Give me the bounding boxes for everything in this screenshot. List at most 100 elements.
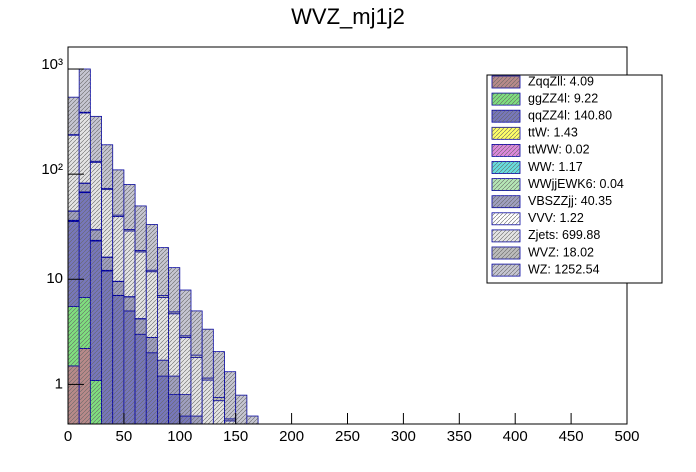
x-tick-label: 100 [167, 428, 192, 445]
legend-label: ttWW: 0.02 [528, 143, 590, 157]
bar-segment [168, 394, 181, 424]
legend-hatch [492, 212, 520, 225]
bar-segment [157, 247, 170, 296]
legend-label: ZqqZll: 4.09 [528, 74, 594, 88]
bar-segment [179, 289, 192, 337]
legend-hatch [492, 93, 520, 106]
bar-segment [78, 182, 91, 193]
bar-segment [235, 394, 248, 424]
legend-hatch [492, 110, 520, 123]
x-tick-label: 450 [559, 428, 584, 445]
bar-segment [123, 296, 136, 312]
legend-label: ttW: 1.43 [528, 126, 578, 140]
bar-segment [89, 380, 102, 424]
bar-segment [68, 221, 80, 307]
bar-segment [134, 318, 147, 335]
bar-segment [179, 394, 192, 417]
y-tick-label: 1 [55, 375, 63, 392]
bar-segment [212, 351, 225, 398]
bar-segment [212, 400, 225, 424]
bar-segment [89, 229, 102, 241]
bar-segment [134, 205, 147, 251]
x-tick-label: 150 [223, 428, 248, 445]
bar-segment [112, 216, 125, 282]
bar-segment [145, 271, 158, 338]
bar-segment [157, 359, 170, 377]
legend-hatch [492, 144, 520, 157]
plot-area [68, 68, 259, 424]
bar-segment [101, 144, 114, 189]
legend-hatch [492, 76, 520, 88]
bar-segment [78, 68, 91, 113]
y-tick-label: 10² [41, 161, 63, 178]
chart-title: WVZ_mj1j2 [291, 4, 405, 29]
bar-segment [134, 251, 147, 319]
legend-label: WZ: 1252.54 [528, 262, 600, 276]
legend-label: WVZ: 18.02 [528, 245, 594, 259]
legend-hatch [492, 127, 520, 140]
bar-segment [68, 306, 80, 367]
bar-segment [224, 420, 237, 424]
bar-segment [101, 256, 114, 271]
x-tick-label: 500 [614, 428, 639, 445]
y-tick-label: 10 [46, 270, 63, 287]
legend-hatch [492, 264, 520, 277]
bar-segment [101, 270, 114, 424]
bar-segment [246, 415, 259, 424]
legend-label: ggZZ4l: 9.22 [528, 91, 598, 105]
x-tick-label: 400 [503, 428, 528, 445]
x-tick-label: 50 [116, 428, 133, 445]
legend-label: VBSZZjj: 40.35 [528, 194, 612, 208]
legend-label: Zjets: 699.88 [528, 228, 600, 242]
legend-hatch [492, 195, 520, 208]
y-tick-label: 10³ [41, 56, 63, 73]
bar-segment [157, 297, 170, 361]
bar-segment [134, 333, 147, 424]
bar-segment [224, 371, 237, 420]
x-tick-label: 300 [391, 428, 416, 445]
bar-segment [168, 267, 181, 313]
bar-segment [68, 134, 80, 212]
bar-segment [112, 295, 125, 424]
bar-segment [123, 310, 136, 424]
x-tick-label: 350 [447, 428, 472, 445]
bar-segment [168, 375, 181, 395]
bar-segment [101, 189, 114, 258]
bar-segment [179, 336, 192, 395]
bar-segment [123, 184, 136, 230]
legend-hatch [492, 161, 520, 174]
x-tick-label: 200 [279, 428, 304, 445]
bar-segment [68, 365, 80, 424]
bar-segment [168, 313, 181, 377]
bar-segment [68, 96, 80, 136]
bar-segment [123, 230, 136, 298]
legend-hatch [492, 178, 520, 191]
legend-hatch [492, 229, 520, 242]
bar-segment [89, 161, 102, 230]
legend-label: WWjjEWK6: 0.04 [528, 177, 624, 191]
legend-label: WW: 1.17 [528, 160, 583, 174]
bar-segment [89, 115, 102, 162]
bar-segment [145, 336, 158, 354]
bar-segment [212, 397, 225, 402]
bar-segment [78, 112, 91, 184]
bar-segment [190, 415, 203, 424]
x-tick-label: 0 [64, 428, 72, 445]
bar-segment [190, 310, 203, 356]
bar-segment [190, 357, 203, 417]
bar-segment [89, 240, 102, 381]
bar-segment [78, 347, 91, 424]
bar-segment [145, 352, 158, 424]
bar-segment [78, 192, 91, 298]
legend-hatch [492, 247, 520, 259]
bar-segment [179, 415, 192, 424]
bar-segment [112, 169, 125, 216]
bar-segment [201, 328, 214, 379]
bar-segment [145, 224, 158, 271]
bar-segment [157, 375, 170, 424]
x-tick-label: 250 [335, 428, 360, 445]
bar-segment [78, 297, 91, 349]
legend-label: VVV: 1.22 [528, 211, 584, 225]
bar-segment [112, 281, 125, 296]
